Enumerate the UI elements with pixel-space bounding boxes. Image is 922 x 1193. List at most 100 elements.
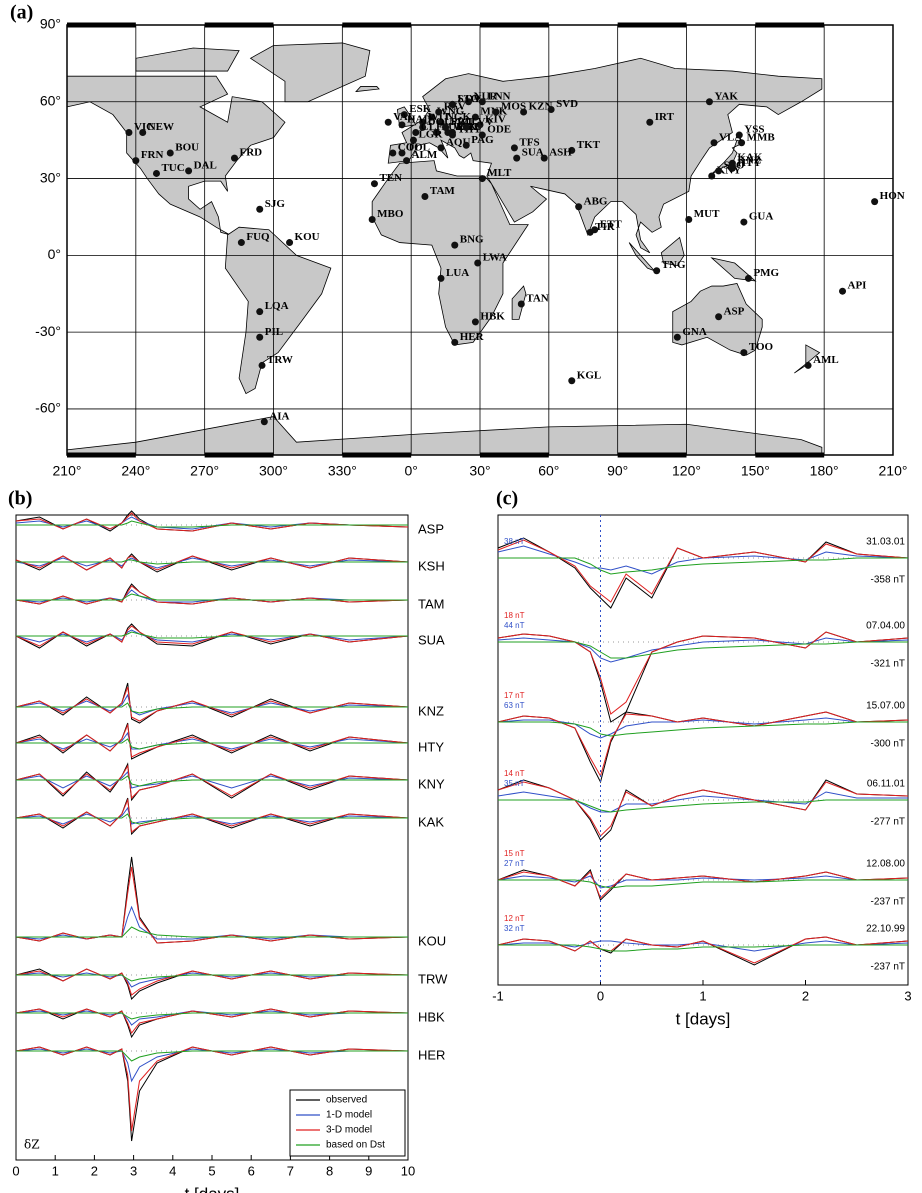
event-date: 06.11.01 (867, 779, 906, 790)
station (591, 226, 599, 234)
land (224, 226, 332, 395)
land (660, 236, 685, 267)
station-label: LWA (483, 252, 507, 264)
scale-label: 38 nT (504, 537, 525, 546)
station-label: ASH (549, 147, 572, 159)
station (738, 139, 746, 147)
station (286, 239, 294, 247)
plot-frame (497, 514, 909, 986)
station (478, 98, 486, 106)
station-label: YSS (744, 124, 764, 136)
panel-label: (b) (8, 488, 32, 510)
trace (497, 791, 908, 813)
station-label: PAG (471, 134, 494, 146)
station-label: TFS (519, 136, 539, 148)
x-tick-label: 8 (326, 1163, 333, 1178)
station (804, 361, 812, 369)
trace (16, 738, 408, 750)
trace (16, 974, 408, 982)
trace (16, 702, 408, 714)
x-tick-label: 210° (53, 463, 82, 479)
station-label: VAL (393, 111, 415, 123)
station-label: TRW (267, 354, 293, 366)
y-tick-label: 0° (48, 246, 61, 262)
station (421, 192, 429, 200)
y-tick-label: -60° (35, 400, 61, 416)
station (132, 157, 140, 165)
trace (498, 879, 908, 889)
station-label: TEN (379, 172, 402, 184)
station-label: TKT (577, 139, 601, 151)
station (740, 349, 748, 357)
x-tick-label: 2 (802, 988, 809, 1003)
y-axis-label: δZ (24, 1138, 40, 1152)
station (839, 287, 847, 295)
trace (15, 866, 409, 944)
land (355, 86, 380, 93)
station (520, 108, 528, 116)
station-label: WIT (428, 111, 451, 123)
station-label: LUA (446, 267, 469, 279)
station (715, 167, 723, 175)
station-label: HRB (457, 121, 482, 133)
station-label: KSH (418, 558, 445, 573)
x-tick-label: -1 (492, 988, 504, 1003)
station-label: KNZ (737, 154, 761, 166)
x-tick-label: 300° (259, 463, 288, 479)
x-tick-label: 3 (904, 988, 911, 1003)
legend-label: 1-D model (326, 1110, 372, 1121)
trace (498, 721, 908, 737)
station (237, 239, 245, 247)
station-label: ESK (409, 103, 431, 115)
station-label: LVV (471, 116, 493, 128)
map-frame (66, 24, 894, 456)
trace (498, 944, 908, 952)
trace (497, 631, 909, 715)
station (400, 111, 408, 119)
station-label: TOO (749, 341, 774, 353)
station (166, 149, 174, 157)
station-label: ETT (600, 218, 623, 230)
trace (497, 936, 909, 964)
x-tick-label: 7 (287, 1163, 294, 1178)
scale-label: 15 nT (504, 849, 525, 858)
scale-label: 63 nT (504, 701, 525, 710)
x-tick-label: 330° (328, 463, 357, 479)
x-tick-label: 5 (208, 1163, 215, 1178)
station (715, 313, 723, 321)
station-label: TAN (526, 293, 548, 305)
trace (16, 559, 408, 565)
plot-frame (15, 514, 409, 1161)
station (474, 259, 482, 267)
station-label: TNG (662, 259, 686, 271)
station-label: YAK (714, 90, 738, 102)
station-label: NEW (148, 121, 174, 133)
station-label: HER (460, 331, 485, 343)
trace (16, 926, 408, 938)
station-label: MOS (501, 101, 526, 113)
station (384, 118, 392, 126)
station (398, 121, 406, 129)
station-label: KOU (295, 231, 320, 243)
station (435, 108, 443, 116)
legend-label: 3-D model (326, 1125, 372, 1136)
x-tick-label: 90° (607, 463, 628, 479)
station (462, 141, 470, 149)
trace (498, 557, 908, 575)
event-peak: -237 nT (871, 962, 905, 973)
station-label: HTY (737, 157, 761, 169)
x-tick-label: 30° (469, 463, 490, 479)
station-label: WNG (437, 106, 465, 118)
station (403, 157, 411, 165)
station-label: GNA (682, 326, 707, 338)
station (705, 98, 713, 106)
event-peak: -321 nT (871, 659, 905, 670)
x-tick-label: 6 (248, 1163, 255, 1178)
x-tick-label: 0° (404, 463, 417, 479)
station-label: LGR (418, 129, 443, 141)
station-label: AML (813, 354, 839, 366)
station-label: PIL (265, 326, 283, 338)
station (437, 274, 445, 282)
station (646, 118, 654, 126)
